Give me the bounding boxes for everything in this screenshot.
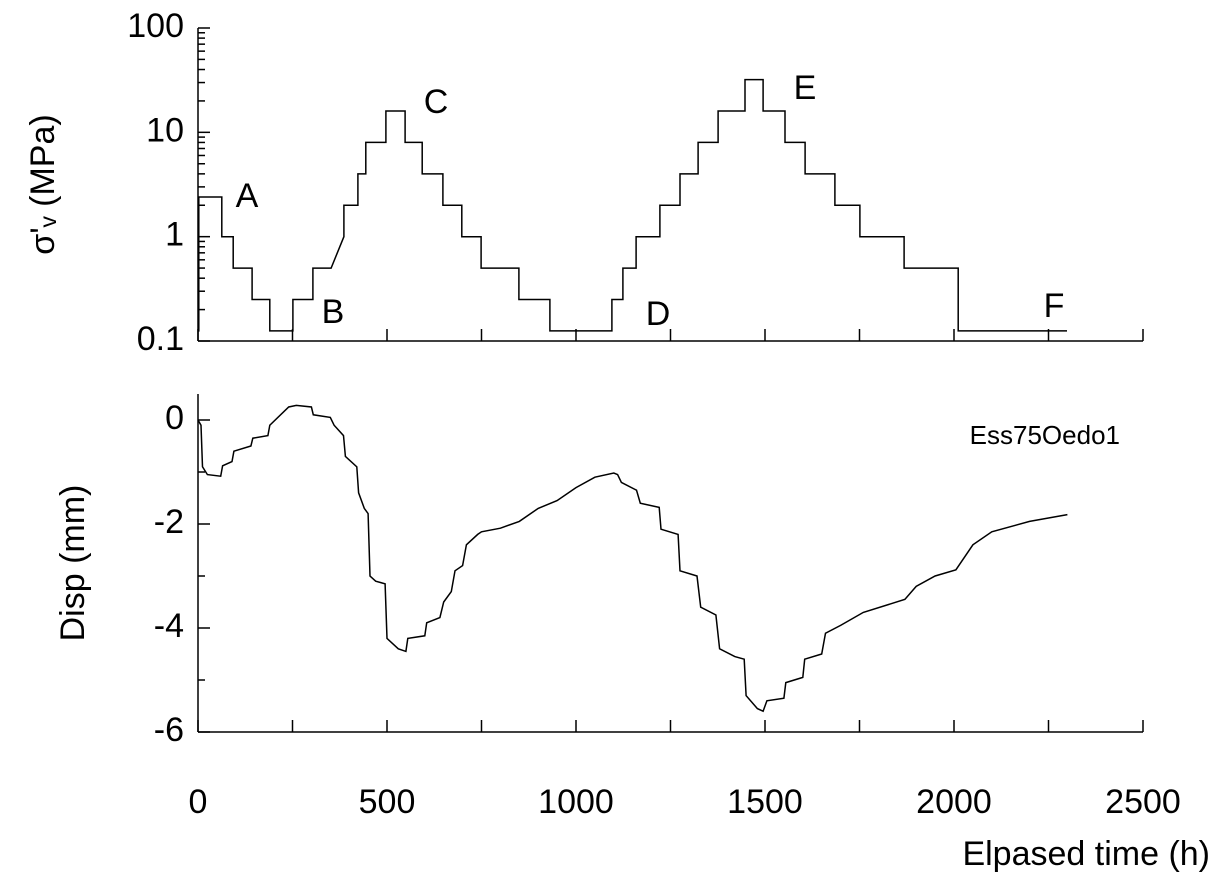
y-tick-label: 10	[146, 111, 184, 149]
data-line	[198, 78, 1067, 332]
x-tick-label: 1500	[727, 783, 803, 821]
y-axis-label: Disp (mm)	[54, 485, 92, 642]
annotation: B	[322, 293, 345, 331]
y-tick-label: -4	[154, 607, 184, 645]
x-tick-label: 0	[189, 783, 208, 821]
annotation: D	[646, 295, 671, 333]
x-tick-label: 1000	[538, 783, 614, 821]
y-tick-label: -2	[154, 503, 184, 541]
x-tick-label: 2500	[1105, 783, 1181, 821]
x-tick-label: 500	[359, 783, 416, 821]
y-axis-label: σ'ᵥ (MPa)	[24, 114, 62, 254]
y-tick-label: 0.1	[137, 320, 184, 358]
annotation: F	[1044, 287, 1065, 325]
x-axis-label: Elpased time (h)	[962, 835, 1210, 873]
x-tick-label: 2000	[916, 783, 992, 821]
y-tick-label: 1	[165, 216, 184, 254]
y-tick-label: 100	[127, 7, 184, 45]
data-line	[197, 404, 1068, 713]
y-tick-label: -6	[154, 711, 184, 749]
y-tick-label: 0	[165, 399, 184, 437]
annotation: Ess75Oedo1	[970, 420, 1120, 450]
annotation: E	[794, 69, 817, 107]
annotation: A	[236, 177, 259, 215]
annotation: C	[424, 83, 449, 121]
